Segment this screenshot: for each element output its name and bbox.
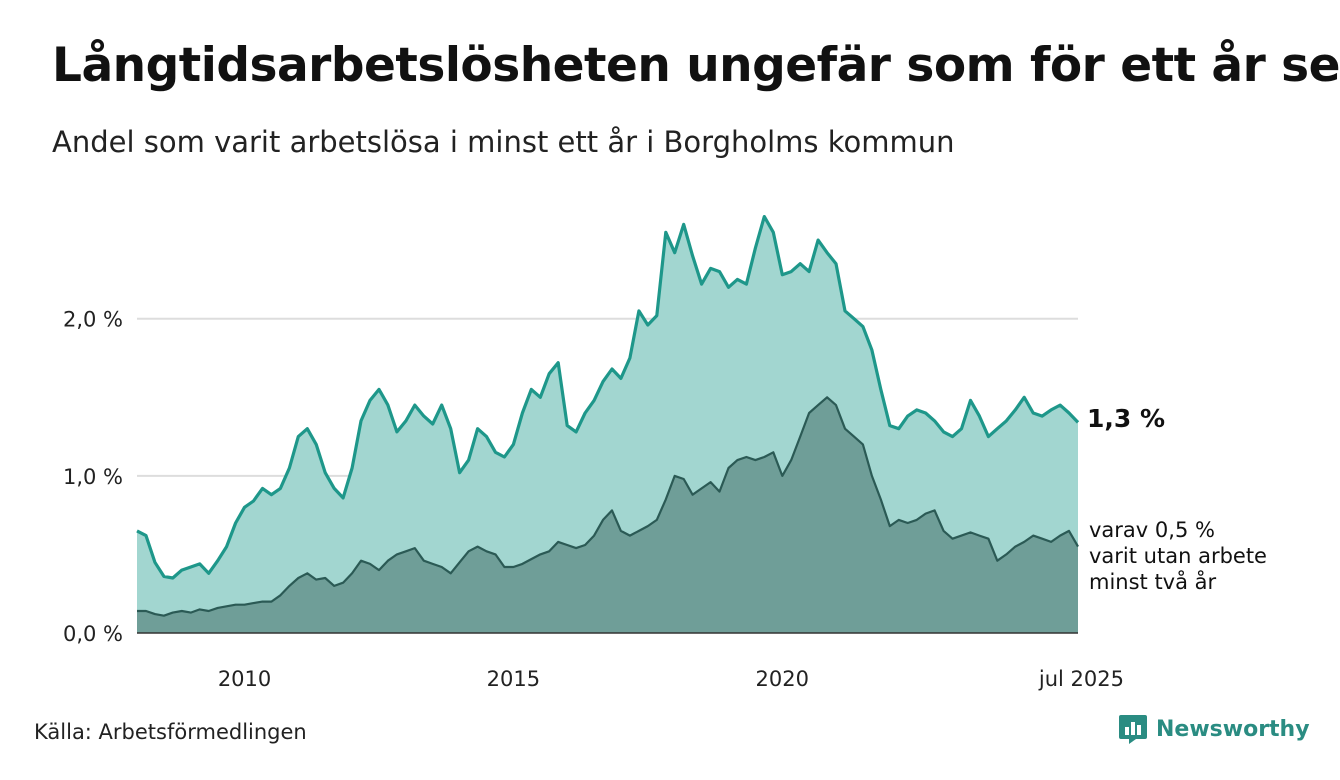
x-tick-label: 2015 <box>487 667 540 691</box>
sub-annotation-line: varit utan arbete <box>1089 544 1267 568</box>
sub-annotation-line: varav 0,5 % <box>1089 518 1215 542</box>
sub-series-line <box>137 396 1079 617</box>
y-tick-label: 1,0 % <box>63 465 123 489</box>
chart-subtitle: Andel som varit arbetslösa i minst ett å… <box>52 125 955 159</box>
x-tick-label: 2010 <box>218 667 271 691</box>
brand-name: Newsworthy <box>1156 716 1310 742</box>
source-note: Källa: Arbetsförmedlingen <box>34 720 307 744</box>
sub-series-annotation: varav 0,5 % varit utan arbete minst två … <box>1089 517 1267 595</box>
y-tick-label: 0,0 % <box>63 622 123 646</box>
chart-title: Långtidsarbetslösheten ungefär som för e… <box>52 38 1340 93</box>
total-series-line <box>136 215 1080 580</box>
brand-logo: Newsworthy <box>1118 713 1310 745</box>
total-value-label: 1,3 % <box>1087 404 1166 433</box>
x-tick-label: 2020 <box>756 667 809 691</box>
x-tick-label: jul 2025 <box>1038 667 1124 691</box>
newsworthy-icon <box>1119 715 1147 744</box>
y-tick-label: 2,0 % <box>63 308 123 332</box>
sub-annotation-line: minst två år <box>1089 570 1217 594</box>
